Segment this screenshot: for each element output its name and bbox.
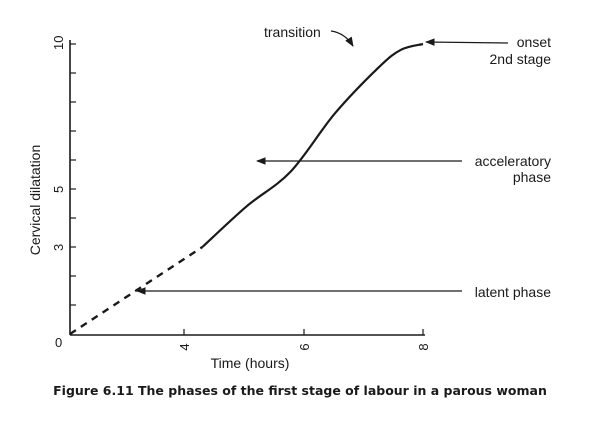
annotation-2nd-stage: 2nd stage [490,51,552,67]
annotation-acceleratory: acceleratory [475,153,551,169]
y-axis: 10 5 3 Cervical dilatation [27,36,76,335]
y-tick-label-3: 3 [51,244,66,251]
annotations: transition onset 2nd stage acceleratory … [136,24,552,300]
transition-arrow [330,30,354,47]
annotation-latent-phase: latent phase [475,284,551,300]
x-tick-label-4: 4 [177,343,192,350]
y-tick-label-10: 10 [51,36,66,50]
x-tick-label-8: 8 [416,343,431,350]
y-tick-label-5: 5 [51,186,66,193]
annotation-phase: phase [513,169,551,185]
x-axis: 4 6 8 Time (hours) [70,329,431,371]
annotation-onset: onset [517,34,551,50]
onset-arrow [425,38,509,46]
active-solid-curve [201,42,424,248]
annotation-transition: transition [264,24,321,40]
figure-caption: Figure 6.11 The phases of the first stag… [53,383,547,398]
x-tick-label-6: 6 [297,343,312,350]
origin-label: 0 [55,335,62,350]
x-axis-label: Time (hours) [211,355,290,371]
y-axis-label: Cervical dilatation [27,145,43,256]
